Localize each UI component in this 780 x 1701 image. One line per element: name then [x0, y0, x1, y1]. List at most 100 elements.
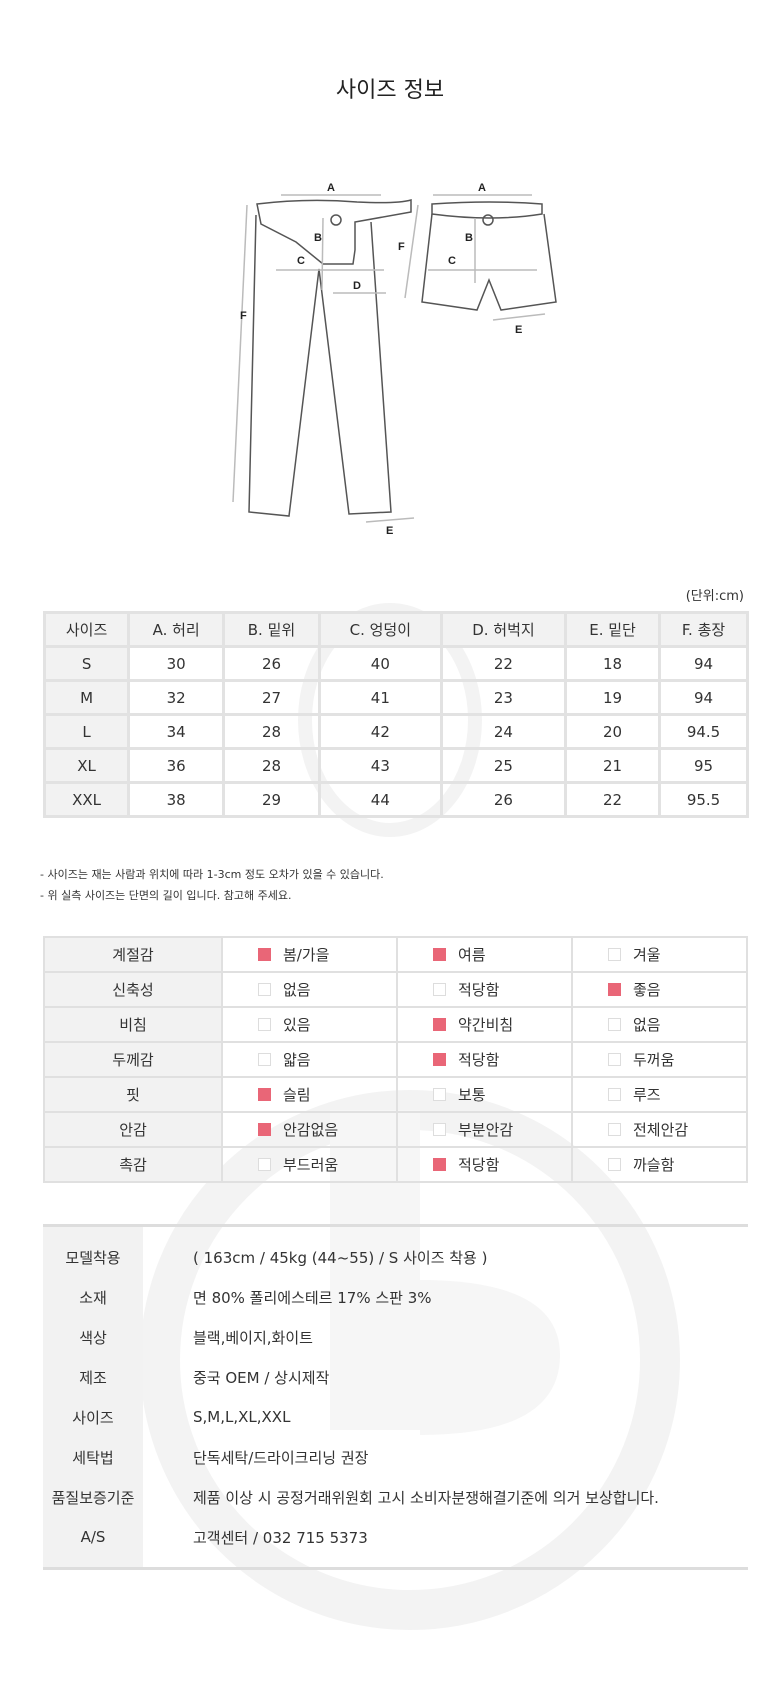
feel-option: 까슬함 — [571, 1146, 748, 1183]
info-row: 모델착용 ( 163cm / 45kg (44~55) / S 사이즈 착용 ) — [43, 1237, 748, 1277]
checked-box-icon — [433, 948, 446, 961]
size-table-header: 사이즈 A. 허리 B. 밑위 C. 엉덩이 D. 허벅지 E. 밑단 F. 총장 — [42, 611, 749, 648]
product-info-table: 모델착용 ( 163cm / 45kg (44~55) / S 사이즈 착용 ) 소… — [43, 1224, 748, 1570]
label-f-shorts: F — [398, 241, 405, 253]
table-cell: 24 — [439, 713, 568, 750]
unchecked-box-icon — [608, 1123, 621, 1136]
feel-option: 보통 — [396, 1076, 573, 1113]
checked-box-icon — [258, 1123, 271, 1136]
feel-option-label: 슬림 — [283, 1086, 311, 1104]
feel-option-label: 없음 — [283, 981, 311, 999]
table-cell: 34 — [127, 713, 226, 750]
feel-option: 약간비침 — [396, 1006, 573, 1043]
table-cell: E. 밑단 — [564, 611, 662, 648]
page-title: 사이즈 정보 — [335, 78, 445, 103]
feel-label: 안감 — [43, 1111, 223, 1148]
feel-option: 얇음 — [221, 1041, 398, 1078]
feel-option: 있음 — [221, 1006, 398, 1043]
table-cell: 28 — [222, 713, 321, 750]
feel-option-label: 없음 — [633, 1016, 661, 1034]
table-cell: 36 — [127, 747, 226, 784]
feel-option-label: 약간비침 — [458, 1016, 514, 1034]
table-cell: A. 허리 — [127, 611, 226, 648]
feel-option-label: 있음 — [283, 1016, 311, 1034]
table-cell: XXL — [42, 781, 131, 818]
feel-option: 전체안감 — [571, 1111, 748, 1148]
feel-row: 촉감 부드러움 적당함 까슬함 — [43, 1146, 748, 1183]
feel-option-label: 적당함 — [458, 1156, 500, 1174]
label-a: A — [327, 182, 335, 194]
table-cell: 41 — [317, 679, 443, 716]
table-cell: 32 — [127, 679, 226, 716]
table-cell: 29 — [222, 781, 321, 818]
table-cell: 27 — [222, 679, 321, 716]
feel-option-label: 부드러움 — [283, 1156, 339, 1174]
feel-option-label: 까슬함 — [633, 1156, 675, 1174]
feel-option-label: 적당함 — [458, 1051, 500, 1069]
info-row: 세탁법 단독세탁/드라이크리닝 권장 — [43, 1437, 748, 1477]
feel-label: 두께감 — [43, 1041, 223, 1078]
feel-label: 핏 — [43, 1076, 223, 1113]
table-cell: 21 — [564, 747, 662, 784]
info-value: S,M,L,XL,XXL — [193, 1408, 291, 1426]
table-cell: B. 밑위 — [222, 611, 321, 648]
unchecked-box-icon — [258, 983, 271, 996]
unchecked-box-icon — [258, 1053, 271, 1066]
label-a-shorts: A — [478, 182, 486, 194]
info-value: 블랙,베이지,화이트 — [193, 1328, 313, 1347]
table-cell: 25 — [439, 747, 568, 784]
label-b-shorts: B — [465, 232, 473, 244]
feel-option: 여름 — [396, 936, 573, 973]
table-cell: M — [42, 679, 131, 716]
size-table: 사이즈 A. 허리 B. 밑위 C. 엉덩이 D. 허벅지 E. 밑단 F. 총장 S 30 26… — [42, 611, 749, 818]
info-value: 면 80% 폴리에스테르 17% 스판 3% — [193, 1288, 432, 1307]
feel-label: 비침 — [43, 1006, 223, 1043]
table-cell: 94 — [658, 679, 749, 716]
table-cell: S — [42, 645, 131, 682]
checked-box-icon — [433, 1018, 446, 1031]
feel-option: 두꺼움 — [571, 1041, 748, 1078]
info-row: A/S 고객센터 / 032 715 5373 — [43, 1517, 748, 1557]
table-row: XXL 38 29 44 26 22 95.5 — [42, 781, 749, 818]
feel-label: 신축성 — [43, 971, 223, 1008]
feel-row: 안감 안감없음 부분안감 전체안감 — [43, 1111, 748, 1148]
feel-option-label: 봄/가을 — [283, 946, 330, 964]
unit-label: (단위:cm) — [685, 589, 744, 604]
info-value: 단독세탁/드라이크리닝 권장 — [193, 1448, 369, 1467]
table-cell: 18 — [564, 645, 662, 682]
measurement-diagram: A B C D E F A B C E F — [232, 182, 557, 537]
feel-option-label: 여름 — [458, 946, 486, 964]
feel-option: 슬림 — [221, 1076, 398, 1113]
table-cell: 44 — [317, 781, 443, 818]
feel-option-label: 겨울 — [633, 946, 661, 964]
feel-option: 봄/가을 — [221, 936, 398, 973]
unchecked-box-icon — [608, 1018, 621, 1031]
fabric-feel-table: 계절감 봄/가을 여름 겨울 신축성 없음 적당함 좋음 비침 있음 약간비침 없음 두께감 얇음 적당함 두… — [43, 936, 748, 1183]
checked-box-icon — [433, 1053, 446, 1066]
unchecked-box-icon — [258, 1158, 271, 1171]
unchecked-box-icon — [608, 1053, 621, 1066]
info-label: 세탁법 — [72, 1448, 114, 1467]
feel-option-label: 얇음 — [283, 1051, 311, 1069]
feel-option: 겨울 — [571, 936, 748, 973]
feel-option: 좋음 — [571, 971, 748, 1008]
unchecked-box-icon — [433, 1123, 446, 1136]
table-cell: L — [42, 713, 131, 750]
label-e: E — [386, 525, 393, 537]
feel-option: 안감없음 — [221, 1111, 398, 1148]
table-cell: 사이즈 — [42, 611, 131, 648]
info-row: 색상 블랙,베이지,화이트 — [43, 1317, 748, 1357]
table-row: L 34 28 42 24 20 94.5 — [42, 713, 749, 750]
label-c: C — [297, 255, 305, 267]
feel-option: 부드러움 — [221, 1146, 398, 1183]
feel-row: 계절감 봄/가을 여름 겨울 — [43, 936, 748, 973]
feel-option-label: 부분안감 — [458, 1121, 514, 1139]
table-cell: XL — [42, 747, 131, 784]
feel-row: 신축성 없음 적당함 좋음 — [43, 971, 748, 1008]
feel-option: 없음 — [571, 1006, 748, 1043]
info-value: 중국 OEM / 상시제작 — [193, 1368, 330, 1387]
feel-option-label: 좋음 — [633, 981, 661, 999]
label-f: F — [240, 310, 247, 322]
feel-option-label: 전체안감 — [633, 1121, 689, 1139]
